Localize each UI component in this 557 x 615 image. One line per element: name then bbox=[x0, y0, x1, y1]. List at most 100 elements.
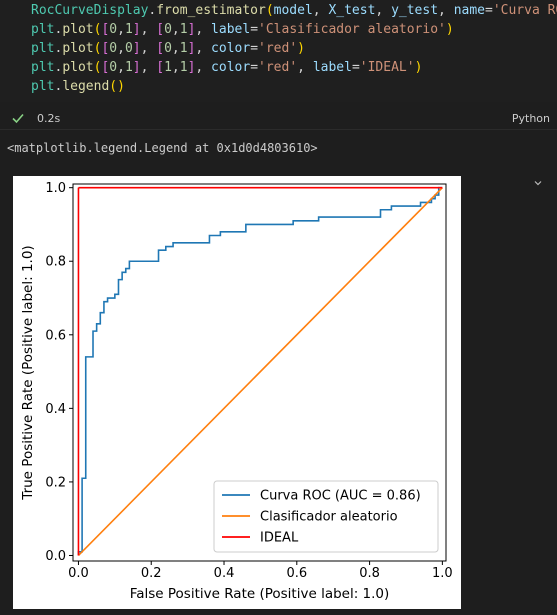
y-tick-label: 0.6 bbox=[45, 328, 66, 343]
series-line-1 bbox=[77, 187, 443, 557]
code-token: 1 bbox=[179, 60, 188, 75]
check-icon bbox=[12, 113, 24, 124]
code-line: plt.plot([0,1], [1,1], color='red', labe… bbox=[31, 58, 422, 77]
legend-label: Clasificador aleatorio bbox=[260, 510, 398, 525]
code-token: 1 bbox=[179, 22, 188, 37]
y-tick-label: 0.0 bbox=[45, 549, 66, 564]
code-token: plt bbox=[31, 22, 55, 37]
code-token: [ bbox=[156, 41, 165, 56]
x-tick-label: 1.0 bbox=[432, 566, 453, 581]
code-token: 'Clasificador aleatorio' bbox=[258, 22, 446, 37]
cell-divider bbox=[0, 129, 557, 130]
y-axis-label: True Positive Rate (Positive label: 1.0) bbox=[20, 245, 36, 500]
code-token: 'Curva ROC' bbox=[492, 3, 557, 18]
series-line-0 bbox=[77, 186, 443, 556]
code-token: 'IDEAL' bbox=[359, 60, 415, 75]
code-token: 0 bbox=[164, 22, 172, 37]
code-token: ] bbox=[187, 60, 196, 75]
code-token: ] bbox=[132, 60, 141, 75]
code-token: . bbox=[54, 41, 63, 56]
code-token: 1 bbox=[124, 60, 133, 75]
code-line: plt.plot([0,1], [0,1], label='Clasificad… bbox=[31, 20, 454, 39]
code-token: 'red' bbox=[258, 41, 298, 56]
code-token: , bbox=[195, 41, 212, 56]
code-token: ( bbox=[93, 41, 102, 56]
code-token: 1 bbox=[124, 22, 133, 37]
code-token: ] bbox=[187, 22, 196, 37]
code-token: 'red' bbox=[258, 60, 298, 75]
code-token: . bbox=[148, 3, 157, 18]
code-token: color bbox=[211, 41, 251, 56]
code-token: , bbox=[117, 60, 125, 75]
code-token: , bbox=[297, 60, 313, 75]
x-axis-label: False Positive Rate (Positive label: 1.0… bbox=[130, 586, 390, 602]
code-token: plt bbox=[31, 60, 55, 75]
code-token: ) bbox=[414, 60, 423, 75]
code-token: , bbox=[195, 22, 212, 37]
code-token: ( bbox=[93, 60, 102, 75]
code-token: plt bbox=[31, 79, 55, 94]
code-token: 1 bbox=[179, 41, 188, 56]
code-token: 1 bbox=[164, 60, 172, 75]
code-token: [ bbox=[101, 41, 110, 56]
language-label[interactable]: Python bbox=[511, 112, 550, 125]
code-token: plot bbox=[62, 22, 94, 37]
code-token: , bbox=[375, 3, 392, 18]
code-token: , bbox=[117, 41, 125, 56]
cell-status-bar: 0.2s Python bbox=[0, 108, 557, 130]
code-token: , bbox=[117, 22, 125, 37]
code-token: 0 bbox=[109, 22, 118, 37]
code-token: RocCurveDisplay bbox=[31, 3, 149, 18]
code-token: plot bbox=[62, 41, 94, 56]
code-token: [ bbox=[101, 22, 110, 37]
plot-frame bbox=[72, 183, 447, 562]
code-token: 0 bbox=[109, 41, 118, 56]
code-token: plot bbox=[62, 60, 94, 75]
x-tick-label: 0.8 bbox=[359, 566, 380, 581]
code-token: legend bbox=[62, 79, 110, 94]
code-token: , bbox=[195, 60, 212, 75]
code-line: plt.plot([0,0], [0,1], color='red') bbox=[31, 39, 305, 58]
legend-box bbox=[213, 480, 439, 553]
code-token: [ bbox=[156, 60, 165, 75]
code-token: label bbox=[211, 22, 251, 37]
code-token: = bbox=[351, 60, 360, 75]
code-token: y_test bbox=[391, 3, 439, 18]
code-cell-editor[interactable]: RocCurveDisplay.from_estimator(model, X_… bbox=[0, 0, 557, 102]
code-token: X_test bbox=[328, 3, 376, 18]
code-token: from_estimator bbox=[156, 3, 266, 18]
x-tick-label: 0.6 bbox=[286, 566, 307, 581]
code-token: , bbox=[171, 41, 180, 56]
plot-output: 0.0 0.2 0.4 0.6 0.8 1.0 0.0 0.2 0.4 0.6 0.8 1.0 Fals… bbox=[13, 176, 461, 609]
execution-duration: 0.2s bbox=[37, 112, 61, 125]
code-token: , bbox=[171, 60, 180, 75]
code-token: ( bbox=[265, 3, 274, 18]
roc-chart: 0.0 0.2 0.4 0.6 0.8 1.0 0.0 0.2 0.4 0.6 0.8 1.0 Fals… bbox=[20, 181, 453, 602]
code-token: label bbox=[312, 60, 352, 75]
output-text: <matplotlib.legend.Legend at 0x1d0d48036… bbox=[7, 141, 318, 155]
y-tick-label: 0.2 bbox=[45, 475, 66, 490]
code-token: 0 bbox=[164, 41, 172, 56]
code-token: ] bbox=[132, 22, 141, 37]
code-token: = bbox=[485, 3, 493, 18]
y-tick-label: 0.4 bbox=[45, 402, 66, 417]
code-token: plt bbox=[31, 41, 55, 56]
code-token: , bbox=[140, 22, 157, 37]
code-token: ] bbox=[187, 41, 196, 56]
x-tick-label: 0.4 bbox=[214, 566, 235, 581]
code-token: () bbox=[109, 79, 125, 94]
code-token: , bbox=[438, 3, 454, 18]
code-token: ] bbox=[132, 41, 141, 56]
y-tick-label: 1.0 bbox=[45, 181, 66, 196]
chevron-icon[interactable] bbox=[533, 178, 543, 188]
legend-label: IDEAL bbox=[260, 531, 299, 546]
code-token: . bbox=[54, 22, 63, 37]
code-token: . bbox=[54, 79, 63, 94]
code-token: ( bbox=[93, 22, 102, 37]
code-line: RocCurveDisplay.from_estimator(model, X_… bbox=[31, 1, 557, 20]
code-token: model bbox=[273, 3, 313, 18]
code-token: = bbox=[250, 60, 259, 75]
code-token: , bbox=[171, 22, 180, 37]
code-token: , bbox=[140, 60, 157, 75]
code-token: [ bbox=[101, 60, 110, 75]
